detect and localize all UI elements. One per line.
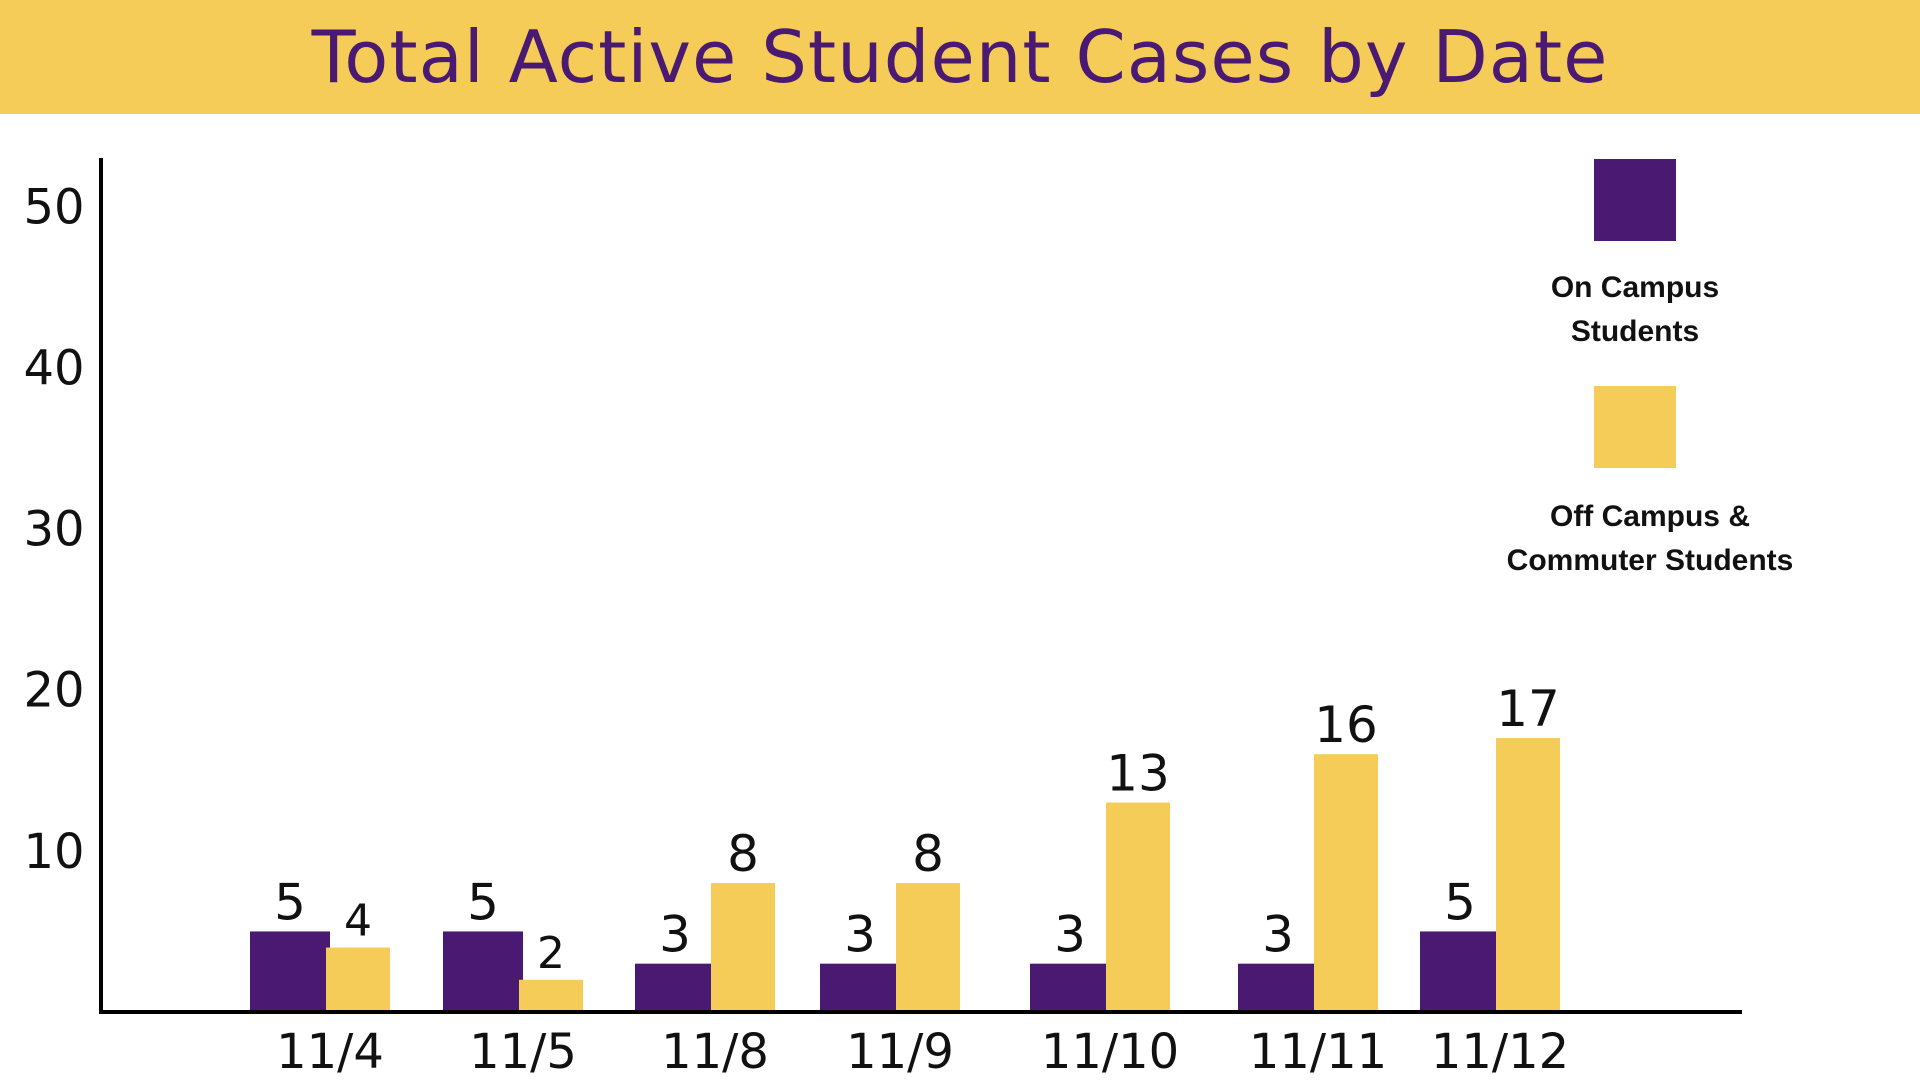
x-tick-label-11-4: 11/4 [276,1024,384,1080]
legend-label-on-campus-line2: Students [1570,315,1700,348]
bar-off-campus-11-11 [1314,754,1378,1010]
x-tick-label-11-8: 11/8 [661,1024,769,1080]
x-tick-label-11-11: 11/11 [1249,1024,1387,1080]
bar-off-campus-11-5 [519,979,583,1010]
chart-title: Total Active Student Cases by Date [311,15,1609,99]
bar-off-campus-11-10 [1106,802,1170,1010]
data-label-on-campus-11-11: 3 [1262,906,1294,964]
bar-on-campus-11-11 [1238,963,1318,1010]
x-tick-label-11-12: 11/12 [1431,1024,1569,1080]
y-tick-label-50: 50 [23,179,84,235]
legend-label-off-campus-line2: Commuter Students [1506,544,1794,577]
data-label-on-campus-11-10: 3 [1054,906,1086,964]
legend-swatch-off-campus [1594,386,1676,468]
y-tick-label-40: 40 [23,340,84,396]
data-label-off-campus-11-4: 4 [344,896,372,947]
bar-off-campus-11-9 [896,883,960,1010]
legend-label-off-campus: Off Campus & Commuter Students [1460,495,1840,583]
bar-on-campus-11-4 [250,931,330,1010]
x-tick-label-11-9: 11/9 [846,1024,954,1080]
x-tick-label-11-5: 11/5 [469,1024,577,1080]
data-label-on-campus-11-5: 5 [467,873,499,931]
data-label-on-campus-11-9: 3 [844,906,876,964]
bar-off-campus-11-12 [1496,738,1560,1010]
bar-on-campus-11-5 [443,931,523,1010]
data-label-off-campus-11-5: 2 [537,928,565,979]
title-bar [0,0,1920,114]
y-tick-label-10: 10 [23,824,84,880]
bar-on-campus-11-10 [1030,963,1110,1010]
legend-label-on-campus: On Campus Students [1480,266,1790,354]
y-tick-label-20: 20 [23,663,84,719]
legend-label-off-campus-line1: Off Campus & [1549,500,1750,533]
x-tick-label-11-10: 11/10 [1041,1024,1179,1080]
data-label-on-campus-11-8: 3 [659,906,691,964]
data-label-off-campus-11-8: 8 [727,825,759,883]
data-label-on-campus-11-4: 5 [274,873,306,931]
bar-off-campus-11-4 [326,947,390,1010]
data-label-off-campus-11-12: 17 [1496,680,1560,738]
bar-on-campus-11-9 [820,963,900,1010]
bar-on-campus-11-8 [635,963,715,1010]
data-label-off-campus-11-10: 13 [1106,745,1170,803]
bar-on-campus-11-12 [1420,931,1500,1010]
y-tick-label-30: 30 [23,502,84,558]
data-label-on-campus-11-12: 5 [1444,873,1476,931]
data-label-off-campus-11-9: 8 [912,825,944,883]
data-label-off-campus-11-11: 16 [1314,696,1378,754]
bar-off-campus-11-8 [711,883,775,1010]
legend-swatch-on-campus [1594,159,1676,241]
legend-label-on-campus-line1: On Campus [1550,271,1720,304]
